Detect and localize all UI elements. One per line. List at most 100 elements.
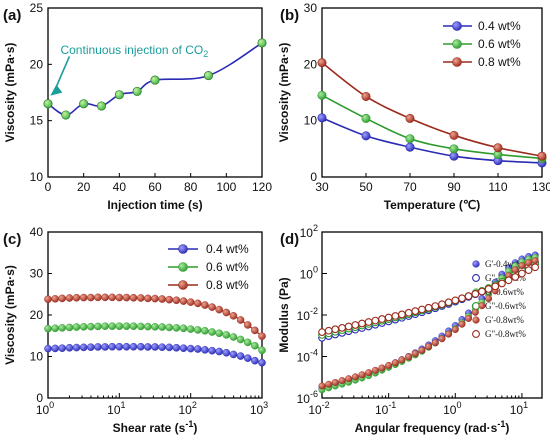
data-point — [243, 354, 252, 362]
data-point — [405, 113, 415, 123]
x-tick-label: 100 — [443, 400, 461, 417]
legend-label: 0.6 wt% — [478, 37, 521, 51]
data-point — [43, 99, 53, 109]
data-point — [129, 293, 138, 302]
data-point — [511, 273, 520, 281]
data-point — [318, 328, 326, 336]
legend-label: G'-0.8wt% — [485, 315, 524, 325]
y-tick-label: 30 — [304, 1, 318, 15]
data-point — [179, 324, 188, 333]
x-tick-label: 120 — [252, 180, 272, 194]
data-point — [449, 130, 459, 140]
data-point — [451, 326, 459, 334]
legend-marker — [178, 262, 188, 272]
data-point — [391, 359, 399, 367]
legend-marker — [472, 274, 480, 282]
data-point — [344, 322, 353, 331]
data-point — [151, 343, 159, 351]
data-point — [458, 294, 466, 303]
data-point — [215, 347, 224, 356]
annotation-sub: 2 — [203, 49, 208, 59]
data-point — [96, 101, 107, 111]
x-axis-label-end: ) — [505, 421, 509, 435]
data-point — [44, 295, 52, 304]
data-point — [351, 373, 359, 381]
data-point — [144, 343, 152, 351]
data-point — [504, 276, 513, 285]
x-axis-label-sup: -1 — [185, 419, 193, 429]
data-point — [79, 293, 88, 302]
tick-exponent: -2 — [322, 400, 330, 410]
tick-mantissa: 10 — [300, 268, 314, 282]
data-point — [158, 323, 166, 331]
data-point — [122, 342, 131, 351]
data-point — [511, 266, 519, 274]
data-point — [137, 342, 145, 351]
y-tick-label: 20 — [30, 308, 44, 322]
data-point — [258, 332, 266, 340]
data-point — [338, 377, 346, 385]
tick-exponent: -6 — [310, 389, 318, 399]
data-point — [115, 342, 124, 351]
data-point — [324, 326, 333, 335]
data-point — [79, 99, 89, 109]
tick-mantissa: 10 — [510, 403, 524, 417]
legend-marker — [178, 244, 188, 254]
legend-marker — [472, 330, 480, 338]
data-point — [258, 346, 266, 355]
legend-marker — [472, 316, 480, 324]
data-point — [438, 300, 446, 309]
data-point — [518, 262, 526, 270]
data-point — [72, 323, 81, 331]
data-point — [165, 323, 174, 332]
data-point — [208, 346, 216, 355]
data-point — [229, 350, 238, 359]
x-tick-label: 110 — [488, 180, 507, 194]
data-point — [51, 344, 59, 353]
data-point — [361, 113, 371, 123]
x-axis-label: Injection time (s) — [107, 198, 202, 212]
y-axis-label: Viscosity (mPa·s) — [277, 43, 291, 143]
y-tick-label: 0 — [36, 391, 43, 405]
data-point — [405, 134, 415, 144]
data-point — [51, 295, 59, 303]
y-tick-label: 15 — [30, 114, 44, 128]
legend-label: 0.4 wt% — [478, 19, 521, 33]
data-point — [114, 90, 124, 100]
data-point — [484, 285, 493, 293]
data-point — [485, 295, 493, 303]
data-point — [61, 110, 71, 120]
x-axis-label: Shear rate (s-1) — [113, 419, 198, 435]
data-point — [361, 91, 371, 101]
data-point — [518, 269, 526, 278]
data-point — [236, 316, 245, 324]
data-point — [101, 293, 109, 302]
data-point — [172, 324, 181, 332]
data-point — [398, 310, 406, 319]
data-point — [222, 308, 231, 317]
panel-a: 0 20 40 60 80 100 120 10 15 20 25 (a) Injection time… — [3, 1, 272, 212]
data-point — [108, 342, 116, 351]
data-point — [144, 322, 152, 331]
data-point — [365, 369, 373, 377]
data-point — [222, 331, 231, 339]
data-point — [58, 324, 66, 332]
legend-marker — [472, 260, 480, 268]
y-tick-label: 10 — [304, 114, 318, 128]
data-point — [72, 293, 81, 302]
tick-mantissa: 10 — [178, 403, 192, 417]
legend-label: 0.4 wt% — [206, 242, 249, 256]
data-point — [51, 324, 59, 333]
tick-mantissa: 10 — [297, 392, 311, 406]
data-point — [208, 303, 216, 311]
data-point — [498, 279, 506, 288]
series-line — [321, 62, 543, 157]
data-point — [411, 349, 419, 357]
y-tick-label: 100 — [300, 265, 318, 282]
data-point — [186, 344, 195, 353]
tick-mantissa: 10 — [308, 403, 322, 417]
data-point — [384, 313, 393, 322]
x-tick-label: 80 — [184, 180, 198, 194]
legend-label: 0.6 wt% — [206, 260, 249, 274]
tick-exponent: 0 — [313, 265, 318, 275]
